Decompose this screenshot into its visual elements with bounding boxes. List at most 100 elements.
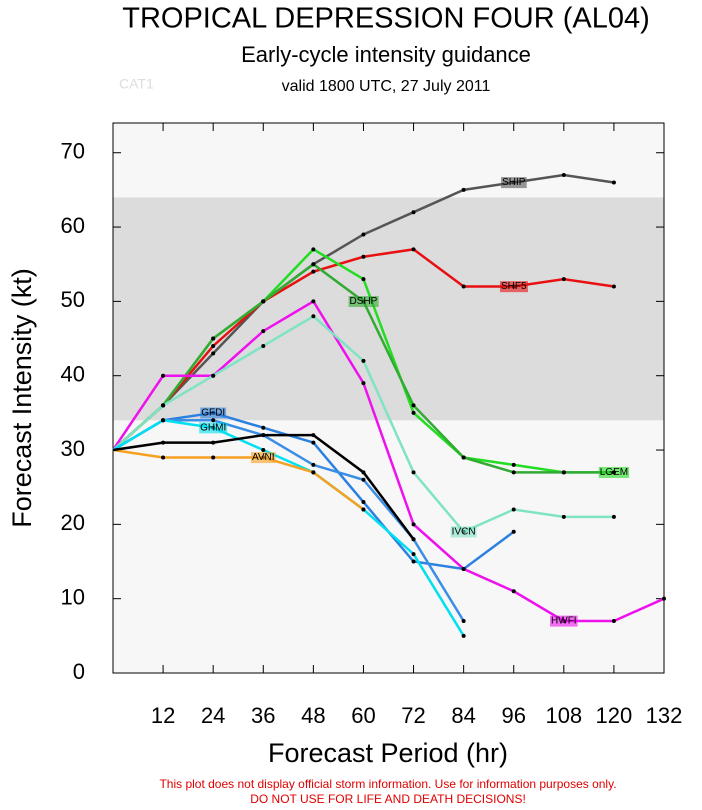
data-point — [411, 210, 416, 215]
x-tick-label: 36 — [251, 703, 275, 728]
data-point — [561, 277, 566, 282]
data-point — [311, 262, 316, 267]
data-point — [361, 232, 366, 237]
disclaimer: This plot does not display official stor… — [159, 777, 616, 791]
series-label: DSHP — [350, 296, 378, 307]
data-point — [662, 596, 666, 601]
data-point — [311, 470, 316, 475]
chart-title: TROPICAL DEPRESSION FOUR (AL04) — [122, 3, 649, 35]
data-point — [361, 477, 366, 482]
data-point — [411, 559, 416, 564]
label-background — [200, 407, 227, 419]
data-point — [211, 336, 216, 341]
x-tick-label: 60 — [351, 703, 375, 728]
data-point — [611, 284, 616, 289]
valid-time: valid 1800 UTC, 27 July 2011 — [282, 78, 491, 95]
y-tick-label: 0 — [73, 659, 85, 684]
data-point — [611, 180, 616, 185]
data-point — [261, 343, 266, 348]
data-point — [161, 455, 166, 460]
data-point — [311, 433, 316, 438]
data-point — [411, 247, 416, 252]
data-point — [261, 299, 266, 304]
intensity-band — [113, 123, 664, 198]
series-line — [112, 448, 365, 511]
x-tick-label: 12 — [151, 703, 175, 728]
label-background — [501, 177, 527, 189]
data-point — [561, 514, 566, 519]
data-point — [411, 537, 416, 542]
data-point — [561, 470, 566, 475]
data-point — [511, 462, 516, 467]
series-label: HWFI — [551, 616, 577, 627]
data-point — [411, 403, 416, 408]
band-label: CAT1 — [119, 76, 154, 92]
data-point — [211, 455, 216, 460]
intensity-band — [113, 197, 664, 421]
data-point — [311, 247, 316, 252]
x-tick-label: 72 — [401, 703, 425, 728]
data-point — [311, 299, 316, 304]
data-point — [211, 418, 216, 423]
data-point — [361, 470, 366, 475]
data-point — [461, 455, 466, 460]
series-label: AVNI — [252, 452, 275, 463]
disclaimer: DO NOT USE FOR LIFE AND DEATH DECISIONS! — [250, 792, 526, 806]
data-point — [511, 529, 516, 534]
data-point — [211, 373, 216, 378]
data-point — [161, 440, 166, 445]
data-point — [211, 440, 216, 445]
data-point — [461, 187, 466, 192]
x-tick-label: 132 — [646, 703, 683, 728]
series-label: GFDI — [201, 408, 225, 419]
data-point — [211, 351, 216, 356]
x-tick-label: 84 — [451, 703, 475, 728]
x-tick-label: 108 — [545, 703, 582, 728]
label-background — [499, 281, 528, 293]
data-point — [561, 173, 566, 178]
data-point — [311, 314, 316, 319]
data-point — [261, 448, 266, 453]
y-tick-label: 20 — [61, 510, 85, 535]
chart-subtitle: Early-cycle intensity guidance — [241, 42, 531, 67]
y-tick-label: 30 — [61, 436, 85, 461]
data-point — [261, 433, 266, 438]
x-axis-label: Forecast Period (hr) — [268, 738, 508, 768]
data-point — [361, 500, 366, 505]
series-label: IVCN — [452, 526, 476, 537]
series-line — [112, 418, 465, 637]
data-point — [311, 440, 316, 445]
data-point — [361, 277, 366, 282]
data-point — [161, 418, 166, 423]
data-point — [311, 269, 316, 274]
data-point — [411, 552, 416, 557]
data-point — [361, 507, 366, 512]
y-tick-label: 70 — [61, 139, 85, 164]
x-tick-label: 24 — [201, 703, 225, 728]
data-point — [511, 470, 516, 475]
data-point — [511, 589, 516, 594]
data-point — [361, 254, 366, 259]
series-label: GHMI — [200, 422, 226, 433]
data-point — [211, 343, 216, 348]
y-tick-label: 40 — [61, 362, 85, 387]
data-point — [261, 329, 266, 334]
data-point — [461, 566, 466, 571]
x-tick-label: 120 — [596, 703, 633, 728]
y-axis-label: Forecast Intensity (kt) — [7, 268, 37, 528]
label-background — [550, 615, 578, 627]
label-background — [199, 422, 228, 434]
data-point — [411, 410, 416, 415]
x-tick-label: 96 — [501, 703, 525, 728]
label-background — [250, 452, 276, 464]
data-point — [411, 470, 416, 475]
data-point — [161, 403, 166, 408]
data-point — [461, 618, 466, 623]
label-background — [450, 526, 477, 538]
y-tick-label: 50 — [61, 287, 85, 312]
band-label: TS — [119, 73, 137, 89]
plot-frame — [112, 122, 665, 674]
series-label: SHF5 — [501, 281, 527, 292]
data-point — [311, 462, 316, 467]
